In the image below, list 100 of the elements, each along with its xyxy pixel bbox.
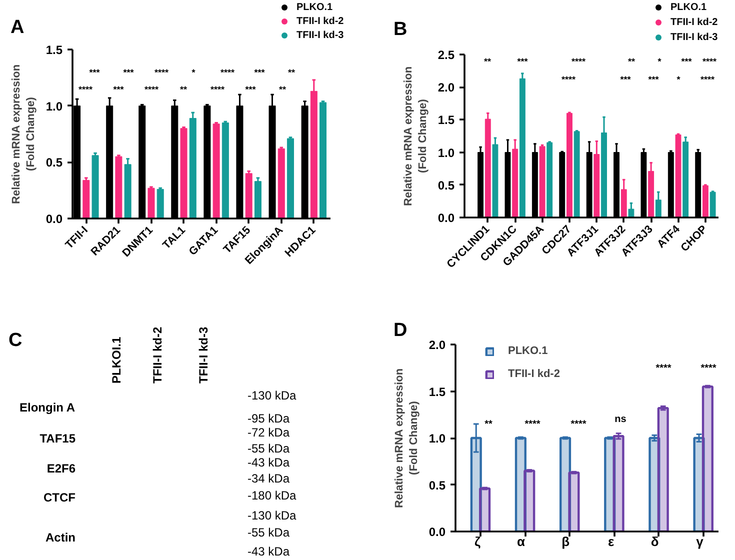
annotation: **** bbox=[700, 74, 715, 84]
text: -55 kDa bbox=[248, 442, 290, 456]
annotation: **** bbox=[210, 84, 225, 94]
y-tick-label: 1.5 bbox=[428, 384, 446, 399]
bar bbox=[539, 146, 546, 218]
bar bbox=[574, 131, 580, 218]
y-axis-title: Relative mRNA expression (Fold Change) bbox=[10, 64, 37, 204]
annotation: *** bbox=[620, 74, 632, 84]
y-tick-label: 2.5 bbox=[438, 48, 455, 62]
text: -130 kDa bbox=[248, 388, 297, 402]
bar bbox=[546, 142, 553, 218]
bar bbox=[682, 142, 689, 218]
annotation: ** bbox=[484, 56, 492, 66]
annotation: * bbox=[658, 56, 662, 66]
bar bbox=[222, 122, 229, 218]
y-tick-label: 0.5 bbox=[438, 178, 455, 192]
annotation: * bbox=[192, 68, 196, 78]
category-label: E2F6 bbox=[46, 462, 76, 476]
bar bbox=[519, 78, 526, 218]
y-tick-label: 1.0 bbox=[438, 146, 455, 160]
y-tick-label: 0.5 bbox=[46, 156, 63, 170]
text: -55 kDa bbox=[248, 526, 290, 540]
category-label: TAF15 bbox=[40, 432, 76, 446]
annotation: ** bbox=[484, 419, 492, 430]
annotation: *** bbox=[123, 68, 134, 78]
bar bbox=[320, 102, 327, 218]
bar bbox=[675, 134, 682, 218]
x-tick-label: δ bbox=[650, 534, 659, 549]
x-tick-label: β bbox=[562, 534, 570, 549]
y-tick-label: 0.5 bbox=[428, 478, 446, 492]
legend-label: TFII-I kd-2 bbox=[508, 367, 560, 381]
legend-label: PLKO.1 bbox=[670, 2, 708, 13]
legend-label: PLKO.1 bbox=[296, 2, 334, 13]
annotation: **** bbox=[78, 84, 93, 94]
y-tick-label: 1.0 bbox=[428, 432, 446, 446]
annotation: ** bbox=[279, 84, 286, 94]
bar bbox=[115, 156, 122, 218]
bar bbox=[566, 112, 572, 218]
category-label: CTCF bbox=[44, 490, 76, 504]
x-tick-label: ε bbox=[608, 534, 614, 549]
legend-label: TFII-I kd-3 bbox=[296, 30, 344, 41]
category-label: Elongin A bbox=[20, 400, 76, 414]
category-label: TFII-I kd-2 bbox=[150, 326, 164, 384]
text: -130 kDa bbox=[248, 508, 297, 522]
annotation: ** bbox=[288, 68, 296, 78]
annotation: **** bbox=[656, 363, 672, 374]
bar bbox=[245, 173, 252, 218]
text: C bbox=[8, 330, 22, 351]
annotation: *** bbox=[648, 74, 660, 84]
annotation: **** bbox=[700, 363, 716, 374]
x-tick-label: ζ bbox=[474, 534, 480, 549]
bar bbox=[657, 406, 669, 532]
bar bbox=[92, 155, 99, 218]
bar bbox=[82, 180, 90, 218]
bar bbox=[180, 128, 188, 218]
text: -95 kDa bbox=[248, 412, 290, 426]
bar bbox=[212, 124, 220, 218]
annotation: *** bbox=[245, 84, 256, 94]
annotation: **** bbox=[570, 419, 586, 430]
text: -180 kDa bbox=[248, 488, 297, 502]
y-tick-label: 1.0 bbox=[46, 99, 63, 114]
y-tick-label: 2.0 bbox=[428, 338, 446, 352]
bar bbox=[189, 118, 196, 218]
text: -72 kDa bbox=[248, 426, 290, 440]
x-tick-label: γ bbox=[696, 534, 704, 549]
annotation: **** bbox=[220, 68, 235, 78]
bar bbox=[148, 188, 155, 218]
chart-title: B bbox=[394, 19, 408, 40]
annotation: ** bbox=[180, 84, 188, 94]
annotation: **** bbox=[144, 84, 159, 94]
bar bbox=[568, 471, 580, 532]
category-label: Actin bbox=[46, 530, 76, 544]
annotation: **** bbox=[702, 56, 717, 66]
category-label: PLKOI.1 bbox=[110, 336, 124, 384]
annotation: **** bbox=[154, 68, 169, 78]
annotation: *** bbox=[517, 56, 528, 66]
chart-title: D bbox=[394, 320, 408, 341]
annotation: ** bbox=[628, 56, 636, 66]
bar bbox=[524, 470, 536, 532]
chart-title: A bbox=[10, 17, 24, 38]
bar bbox=[286, 138, 294, 218]
category-label: TFII-I kd-3 bbox=[196, 326, 210, 384]
annotation: *** bbox=[254, 68, 266, 78]
bar bbox=[612, 435, 624, 532]
bar bbox=[702, 385, 714, 532]
legend-label: TFII-I kd-2 bbox=[296, 16, 344, 27]
annotation: **** bbox=[524, 419, 540, 430]
y-tick-label: 1.5 bbox=[46, 43, 63, 57]
text: -43 kDa bbox=[248, 456, 290, 470]
y-tick-label: 0.0 bbox=[46, 212, 63, 226]
annotation: *** bbox=[89, 68, 100, 78]
text: -43 kDa bbox=[248, 544, 290, 558]
legend-label: TFII-I kd-3 bbox=[670, 32, 718, 43]
legend-label: TFII-I kd-2 bbox=[670, 17, 718, 28]
y-axis-title: Relative mRNA expression (Fold Change) bbox=[402, 66, 429, 206]
bar bbox=[278, 148, 285, 218]
y-tick-label: 1.5 bbox=[438, 113, 455, 128]
x-tick-label: α bbox=[517, 534, 526, 549]
text: -34 kDa bbox=[248, 472, 290, 486]
bar bbox=[156, 188, 164, 218]
